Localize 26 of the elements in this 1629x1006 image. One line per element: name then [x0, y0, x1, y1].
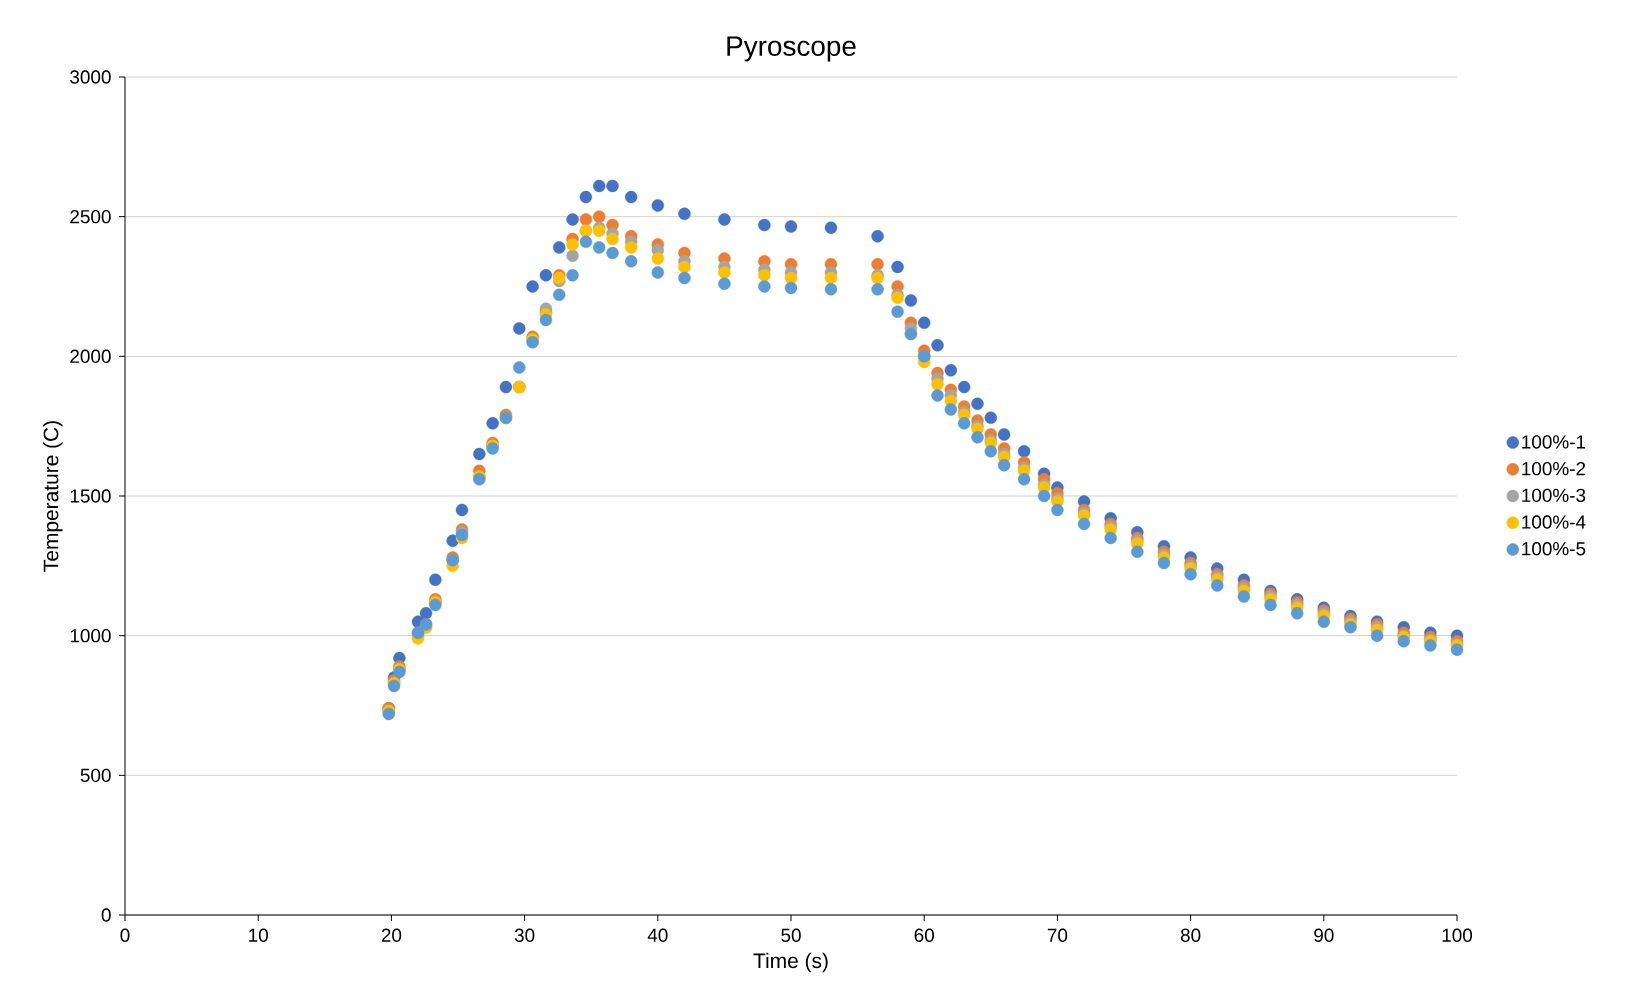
legend-label: 100%-3 — [1522, 488, 1586, 503]
legend-label: 100%-2 — [1522, 461, 1586, 476]
chart-title: Pyroscope — [727, 36, 856, 62]
y-tick-label: 0 — [101, 908, 111, 922]
x-tick-label: 80 — [1180, 928, 1201, 942]
x-tick-label: 40 — [647, 928, 668, 942]
y-axis-title: Temperature (C) — [43, 421, 63, 572]
x-tick-label: 90 — [1314, 928, 1334, 942]
legend-label: 100%-5 — [1522, 542, 1586, 556]
x-tick-label: 100 — [1442, 928, 1473, 942]
legend-label: 100%-1 — [1522, 435, 1586, 449]
y-tick-label: 1000 — [70, 628, 111, 643]
y-tick-label: 2500 — [70, 209, 111, 224]
y-tick-label: 1500 — [70, 489, 111, 503]
x-axis-title: Time (s) — [753, 952, 828, 973]
x-tick-label: 10 — [249, 928, 268, 942]
y-tick-label: 3000 — [70, 70, 111, 84]
x-tick-label: 50 — [781, 928, 801, 942]
x-tick-label: 60 — [914, 928, 934, 942]
legend-label: 100%-4 — [1522, 515, 1586, 529]
y-tick-label: 500 — [80, 768, 111, 783]
x-tick-label: 70 — [1047, 928, 1068, 942]
x-tick-label: 30 — [514, 928, 535, 942]
x-tick-label: 0 — [120, 928, 130, 942]
x-tick-label: 20 — [381, 928, 402, 942]
y-tick-label: 2000 — [70, 349, 111, 364]
